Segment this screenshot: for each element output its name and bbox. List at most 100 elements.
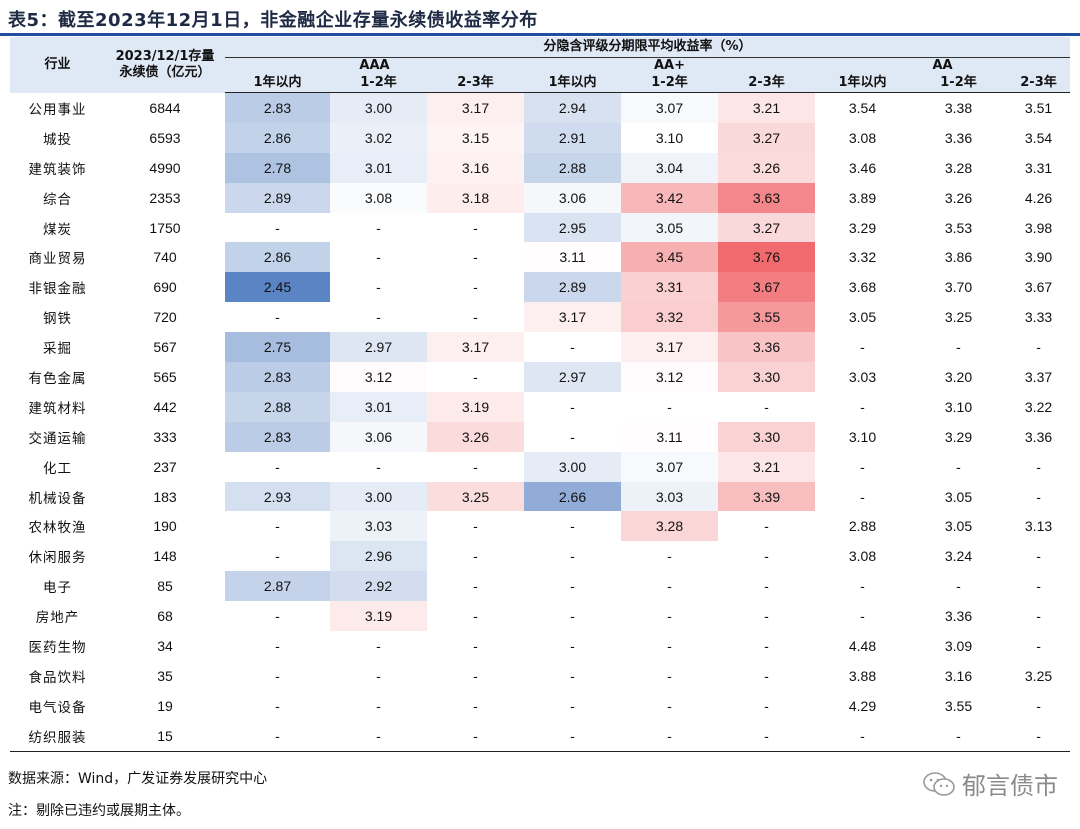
header-term: 1-2年 (330, 74, 427, 93)
stock-cell: 85 (157, 578, 173, 595)
yield-cell: 3.01 (330, 152, 427, 183)
yield-cell: - (764, 578, 769, 595)
industry-cell: 建筑装饰 (28, 161, 87, 178)
industry-cell: 电气设备 (28, 699, 87, 716)
yield-cell: 3.01 (330, 391, 427, 422)
yield-cell: - (570, 608, 575, 625)
yield-cell: - (524, 720, 621, 752)
yield-cell: 3.88 (848, 667, 877, 684)
yield-cell: 3.55 (944, 697, 973, 714)
industry-cell: 休闲服务 (28, 550, 87, 567)
yield-cell: 3.36 (944, 129, 973, 146)
table-row: 采掘 567 2.75 2.97 3.17-3.17 3.36- - - (10, 332, 1070, 363)
yield-cell: 3.05 (944, 488, 973, 505)
header-rating-aa: AA (815, 57, 1071, 74)
stock-cell: 237 (153, 458, 177, 475)
yield-cell: 3.15 (427, 122, 524, 153)
yield-cell: 3.10 (944, 398, 973, 415)
yield-cell: - (275, 667, 280, 684)
yield-cell: 3.32 (848, 249, 877, 266)
yield-cell: - (1007, 720, 1071, 752)
table-row: 商业贸易 740 2.86 - - 3.11 3.45 3.76 3.32 3.86 3.90 (10, 242, 1070, 273)
stock-cell: 333 (153, 428, 177, 445)
yield-cell: 3.03 (848, 368, 877, 385)
yield-cell: - (815, 720, 910, 752)
yield-cell: 2.94 (524, 92, 621, 123)
yield-cell: 3.26 (944, 189, 973, 206)
yield-cell: 3.11 (621, 421, 718, 452)
yield-cell: - (473, 279, 478, 296)
yield-cell: - (956, 339, 961, 356)
table-row: 房地产 68 - 3.19 - - - - - 3.36 - (10, 601, 1070, 632)
industry-cell: 房地产 (35, 610, 80, 627)
wechat-icon (922, 771, 956, 797)
yield-cell: 3.31 (1024, 159, 1053, 176)
yield-cell: - (473, 518, 478, 535)
yield-cell: - (1036, 578, 1041, 595)
yield-cell: 2.88 (848, 518, 877, 535)
yield-cell: 2.97 (524, 362, 621, 392)
table-row: 医药生物 34 - - - - - - 4.48 3.09 - (10, 631, 1070, 661)
header-industry: 行业 (10, 37, 105, 93)
yield-cell: 3.04 (621, 152, 718, 183)
yield-cell: - (473, 368, 478, 385)
yield-cell: 3.28 (621, 511, 718, 542)
header-term: 1年以内 (524, 74, 621, 93)
stock-cell: 34 (157, 637, 173, 654)
yield-cell: 3.54 (1024, 129, 1053, 146)
yield-cell: - (275, 548, 280, 565)
yield-cell: 3.06 (330, 421, 427, 452)
yield-cell: - (667, 608, 672, 625)
yield-cell: 2.91 (524, 122, 621, 153)
yield-cell: 3.07 (621, 451, 718, 482)
yield-cell: 3.09 (944, 637, 973, 654)
yield-cell: 3.12 (330, 362, 427, 392)
yield-cell: - (275, 309, 280, 326)
yield-cell: - (667, 548, 672, 565)
yield-cell: 3.76 (718, 242, 815, 273)
yield-cell: 3.25 (944, 309, 973, 326)
header-term: 1年以内 (815, 74, 910, 93)
yield-cell: - (764, 548, 769, 565)
header-rating-aaa: AAA (225, 57, 524, 74)
yield-cell: - (667, 667, 672, 684)
yield-cell: 3.45 (621, 242, 718, 273)
yield-cell: - (860, 488, 865, 505)
yield-cell: 2.75 (225, 332, 330, 363)
yield-cell: 2.88 (524, 152, 621, 183)
industry-cell: 电子 (43, 580, 72, 597)
yield-cell: 2.86 (225, 242, 330, 273)
yield-cell: - (764, 667, 769, 684)
yield-cell: 3.16 (427, 152, 524, 183)
yield-cell: 3.05 (944, 518, 973, 535)
yield-cell: - (910, 720, 1007, 752)
industry-cell: 公用事业 (28, 101, 87, 118)
yield-cell: - (376, 279, 381, 296)
yield-cell: - (1036, 548, 1041, 565)
yield-cell: 3.31 (621, 272, 718, 303)
yield-cell: 3.55 (718, 302, 815, 333)
yield-cell: - (473, 667, 478, 684)
yield-cell: - (427, 720, 524, 752)
stock-cell: 565 (153, 368, 177, 385)
stock-cell: 15 (105, 720, 225, 752)
yield-cell: 3.54 (848, 99, 877, 116)
yield-cell: - (764, 608, 769, 625)
yield-cell: 3.38 (944, 99, 973, 116)
yield-cell: - (667, 578, 672, 595)
yield-cell: - (275, 637, 280, 654)
yield-cell: 2.86 (225, 122, 330, 153)
yield-cell: 3.08 (848, 548, 877, 565)
industry-cell: 农林牧渔 (28, 520, 87, 537)
yield-cell: 3.00 (330, 92, 427, 123)
yield-cell: - (275, 219, 280, 236)
yield-cell: 3.21 (718, 92, 815, 123)
yield-cell: 3.46 (848, 159, 877, 176)
yield-cell: 3.19 (330, 601, 427, 632)
header-term: 2-3年 (718, 74, 815, 93)
footnote: 注：剔除已违约或展期主体。 (8, 803, 190, 819)
yield-cell: 3.27 (718, 122, 815, 153)
stock-cell: 35 (157, 667, 173, 684)
yield-cell: 3.90 (1024, 249, 1053, 266)
yield-cell: - (473, 458, 478, 475)
